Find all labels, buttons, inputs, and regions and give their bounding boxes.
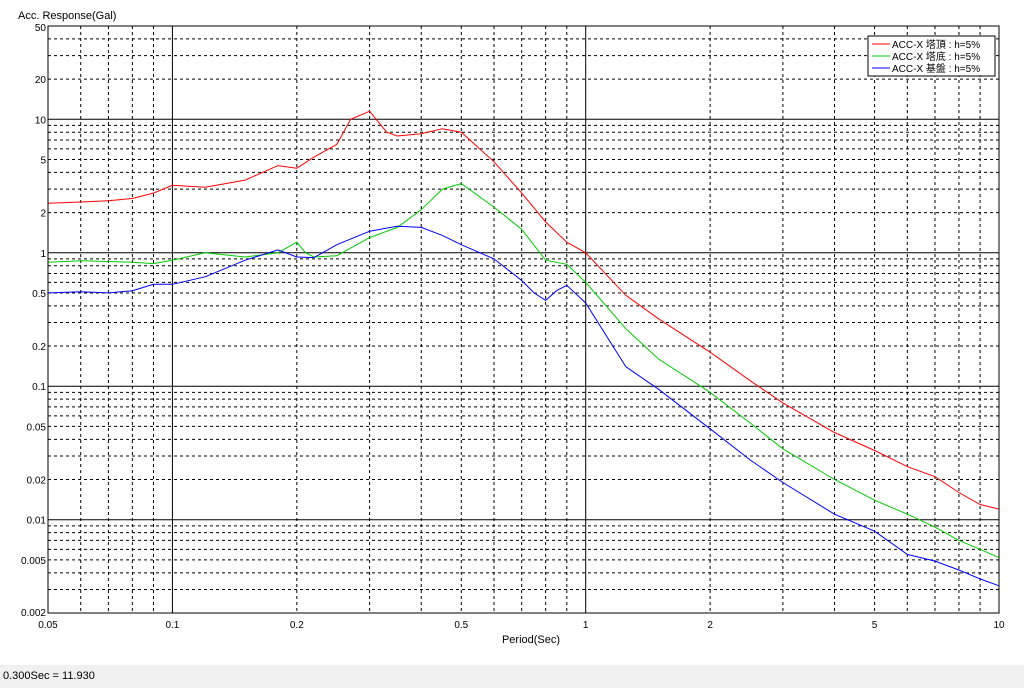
y-tick-label: 0.1: [32, 382, 46, 393]
y-tick-label: 0.01: [27, 516, 47, 527]
y-tick-label: 0.005: [21, 556, 46, 567]
response-spectrum-chart: Acc. Response(Gal) Period(Sec) 0.05 0.1 0.…: [18, 10, 1005, 646]
x-tick-label: 0.1: [165, 620, 179, 631]
y-tick-label: 5: [40, 155, 46, 166]
y-tick-label: 0.002: [21, 608, 46, 619]
plot-frame: [47, 25, 1000, 614]
grid: [48, 26, 999, 613]
series-line-2: [47, 183, 1000, 559]
y-tick-label: 1: [40, 249, 46, 260]
y-tick-label: 20: [35, 75, 47, 86]
chart-area: Acc. Response(Gal) Period(Sec) 0.05 0.1 0.…: [0, 10, 1024, 665]
y-tick-label: 0.2: [32, 342, 46, 353]
x-tick-label: 0.2: [290, 620, 304, 631]
x-tick-label: 2: [707, 620, 713, 631]
y-tick-label: 0.05: [27, 422, 47, 433]
y-tick-label: 2: [40, 209, 46, 220]
legend-label-2: ACC-X 塔底 : h=5%: [892, 50, 980, 63]
series-line-1: [47, 110, 1000, 510]
x-tick-label: 0.5: [454, 620, 468, 631]
series-line-3: [47, 225, 1000, 587]
legend-label-1: ACC-X 塔頂 : h=5%: [892, 38, 980, 51]
x-tick-label: 5: [872, 620, 878, 631]
x-axis-label: Period(Sec): [502, 634, 560, 646]
tick-labels: 0.05 0.1 0.2 0.5 1 2 5 10 0.002 0.005 0.01 0.02 0.05…: [21, 23, 1005, 631]
status-readout: 0.300Sec = 11.930: [3, 670, 95, 682]
status-bar: 0.300Sec = 11.930: [0, 664, 1024, 688]
y-tick-label: 0.5: [32, 289, 46, 300]
x-tick-label: 0.05: [38, 620, 58, 631]
x-tick-label: 1: [583, 620, 589, 631]
x-tick-label: 10: [993, 620, 1005, 631]
y-tick-label: 0.02: [27, 476, 47, 487]
legend: ACC-X 塔頂 : h=5%ACC-X 塔底 : h=5%ACC-X 基盤 :…: [867, 35, 996, 77]
y-tick-label: 50: [35, 23, 47, 34]
legend-label-3: ACC-X 基盤 : h=5%: [892, 62, 980, 75]
y-axis-label: Acc. Response(Gal): [18, 10, 116, 22]
series-lines: [47, 110, 1000, 587]
y-tick-label: 10: [35, 115, 47, 126]
